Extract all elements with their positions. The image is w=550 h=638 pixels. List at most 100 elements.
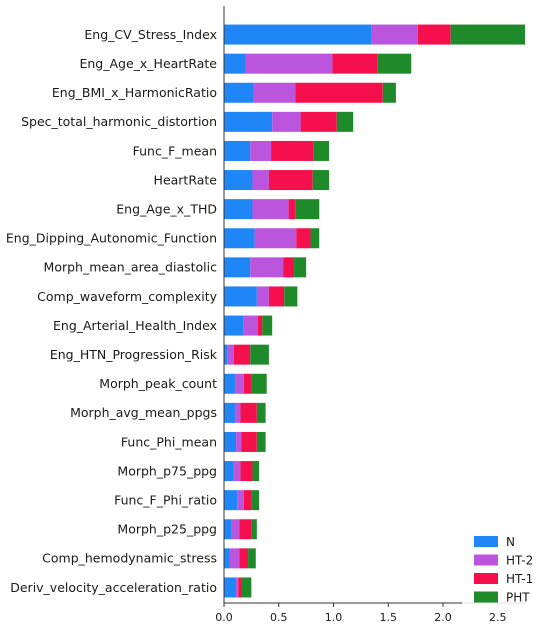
x-tick-label: 2.0 [434,611,452,624]
bar-ht-1-7 [296,228,311,249]
bar-n-10 [224,315,244,336]
bar-pht-8 [294,257,307,278]
bar-pht-18 [248,548,256,569]
bar-ht-1-10 [257,315,263,336]
bar-pht-14 [256,431,266,452]
bar-n-6 [224,199,253,220]
bar-pht-16 [251,490,260,511]
bar-ht-1-3 [300,111,337,132]
bar-pht-1 [377,53,412,74]
y-axis-labels: Eng_CV_Stress_Index Eng_Age_x_HeartRate En… [6,27,218,595]
bar-ht-1-14 [241,431,257,452]
legend: N HT-2 HT-1 PHT [462,528,546,609]
bar-ht-1-18 [239,548,249,569]
bar-ht-1-0 [417,24,451,45]
bar-n-11 [224,344,228,365]
bar-ht-2-15 [233,461,241,482]
bar-ht-2-18 [229,548,240,569]
y-tick-label: Comp_waveform_complexity [37,289,217,304]
bar-n-9 [224,286,257,307]
bar-pht-0 [450,24,526,45]
legend-label: HT-2 [506,554,533,568]
bar-ht-1-4 [271,140,314,161]
bar-n-2 [224,82,254,103]
y-tick-label: Func_Phi_mean [121,434,217,449]
bar-ht-2-19 [236,577,239,598]
y-tick-label: HeartRate [154,172,218,187]
y-tick-label: Morph_mean_area_diastolic [44,260,218,275]
y-tick-label: Eng_Arterial_Health_Index [53,318,217,333]
bar-n-15 [224,461,234,482]
bar-pht-10 [262,315,273,336]
bar-pht-17 [251,519,257,540]
y-tick-label: Eng_HTN_Progression_Risk [50,347,218,362]
bar-pht-11 [250,344,269,365]
bar-n-5 [224,170,253,191]
bar-n-1 [224,53,246,74]
bar-ht-2-14 [236,431,242,452]
bar-ht-1-16 [243,490,252,511]
bar-ht-2-3 [272,111,301,132]
bar-ht-2-8 [250,257,284,278]
bar-ht-1-1 [332,53,378,74]
y-tick-label: Spec_total_harmonic_distortion [21,114,217,129]
bar-ht-1-13 [240,402,257,423]
y-tick-label: Eng_Age_x_HeartRate [79,56,217,71]
y-tick-label: Morph_p25_ppg [117,522,217,537]
y-tick-label: Morph_p75_ppg [117,463,217,478]
x-tick-label: 2.5 [489,611,507,624]
legend-label: HT-1 [506,572,533,586]
bar-pht-15 [252,461,260,482]
bar-n-17 [224,519,232,540]
bar-ht-1-6 [288,199,296,220]
bar-n-14 [224,431,237,452]
legend-box [462,528,546,609]
x-tick-label: 1.5 [380,611,398,624]
bar-ht-2-6 [252,199,289,220]
bar-ht-1-8 [283,257,295,278]
bar-n-8 [224,257,251,278]
bar-pht-5 [312,170,330,191]
bars-group [224,24,526,598]
y-tick-label: Func_F_mean [133,143,217,158]
y-tick-label: Func_F_Phi_ratio [114,492,217,507]
y-tick-label: Morph_peak_count [99,376,217,391]
y-tick-label: Comp_hemodynamic_stress [42,551,217,566]
y-tick-label: Eng_CV_Stress_Index [84,27,217,42]
bar-ht-2-11 [227,344,234,365]
bar-pht-2 [382,82,396,103]
bar-ht-1-2 [295,82,383,103]
bar-n-0 [224,24,372,45]
y-tick-label: Deriv_velocity_acceleration_ratio [10,580,217,595]
bar-pht-6 [295,199,320,220]
bar-n-18 [224,548,230,569]
bar-ht-1-12 [243,373,252,394]
bar-ht-2-7 [254,228,297,249]
x-tick-label: 1.0 [325,611,343,624]
bar-ht-1-9 [268,286,285,307]
bar-ht-2-9 [256,286,269,307]
bar-ht-2-12 [234,373,244,394]
bar-ht-2-1 [245,53,333,74]
bar-pht-3 [336,111,354,132]
bar-pht-7 [310,228,320,249]
bar-pht-12 [251,373,267,394]
bar-ht-2-0 [371,24,418,45]
bar-ht-1-15 [240,461,253,482]
bar-ht-2-4 [250,140,272,161]
bar-pht-19 [241,577,252,598]
y-tick-label: Eng_BMI_x_HarmonicRatio [52,85,217,100]
x-tick-label: 0.0 [215,611,233,624]
bar-ht-2-16 [237,490,244,511]
bar-ht-1-17 [239,519,252,540]
bar-n-3 [224,111,273,132]
legend-swatch-ht-1 [474,573,498,584]
y-tick-label: Eng_Age_x_THD [116,201,217,216]
bar-n-16 [224,490,238,511]
bar-pht-4 [313,140,330,161]
bar-pht-13 [256,402,266,423]
bar-ht-1-19 [238,577,242,598]
bar-n-7 [224,228,255,249]
legend-label: N [506,535,515,549]
bar-ht-2-10 [243,315,258,336]
